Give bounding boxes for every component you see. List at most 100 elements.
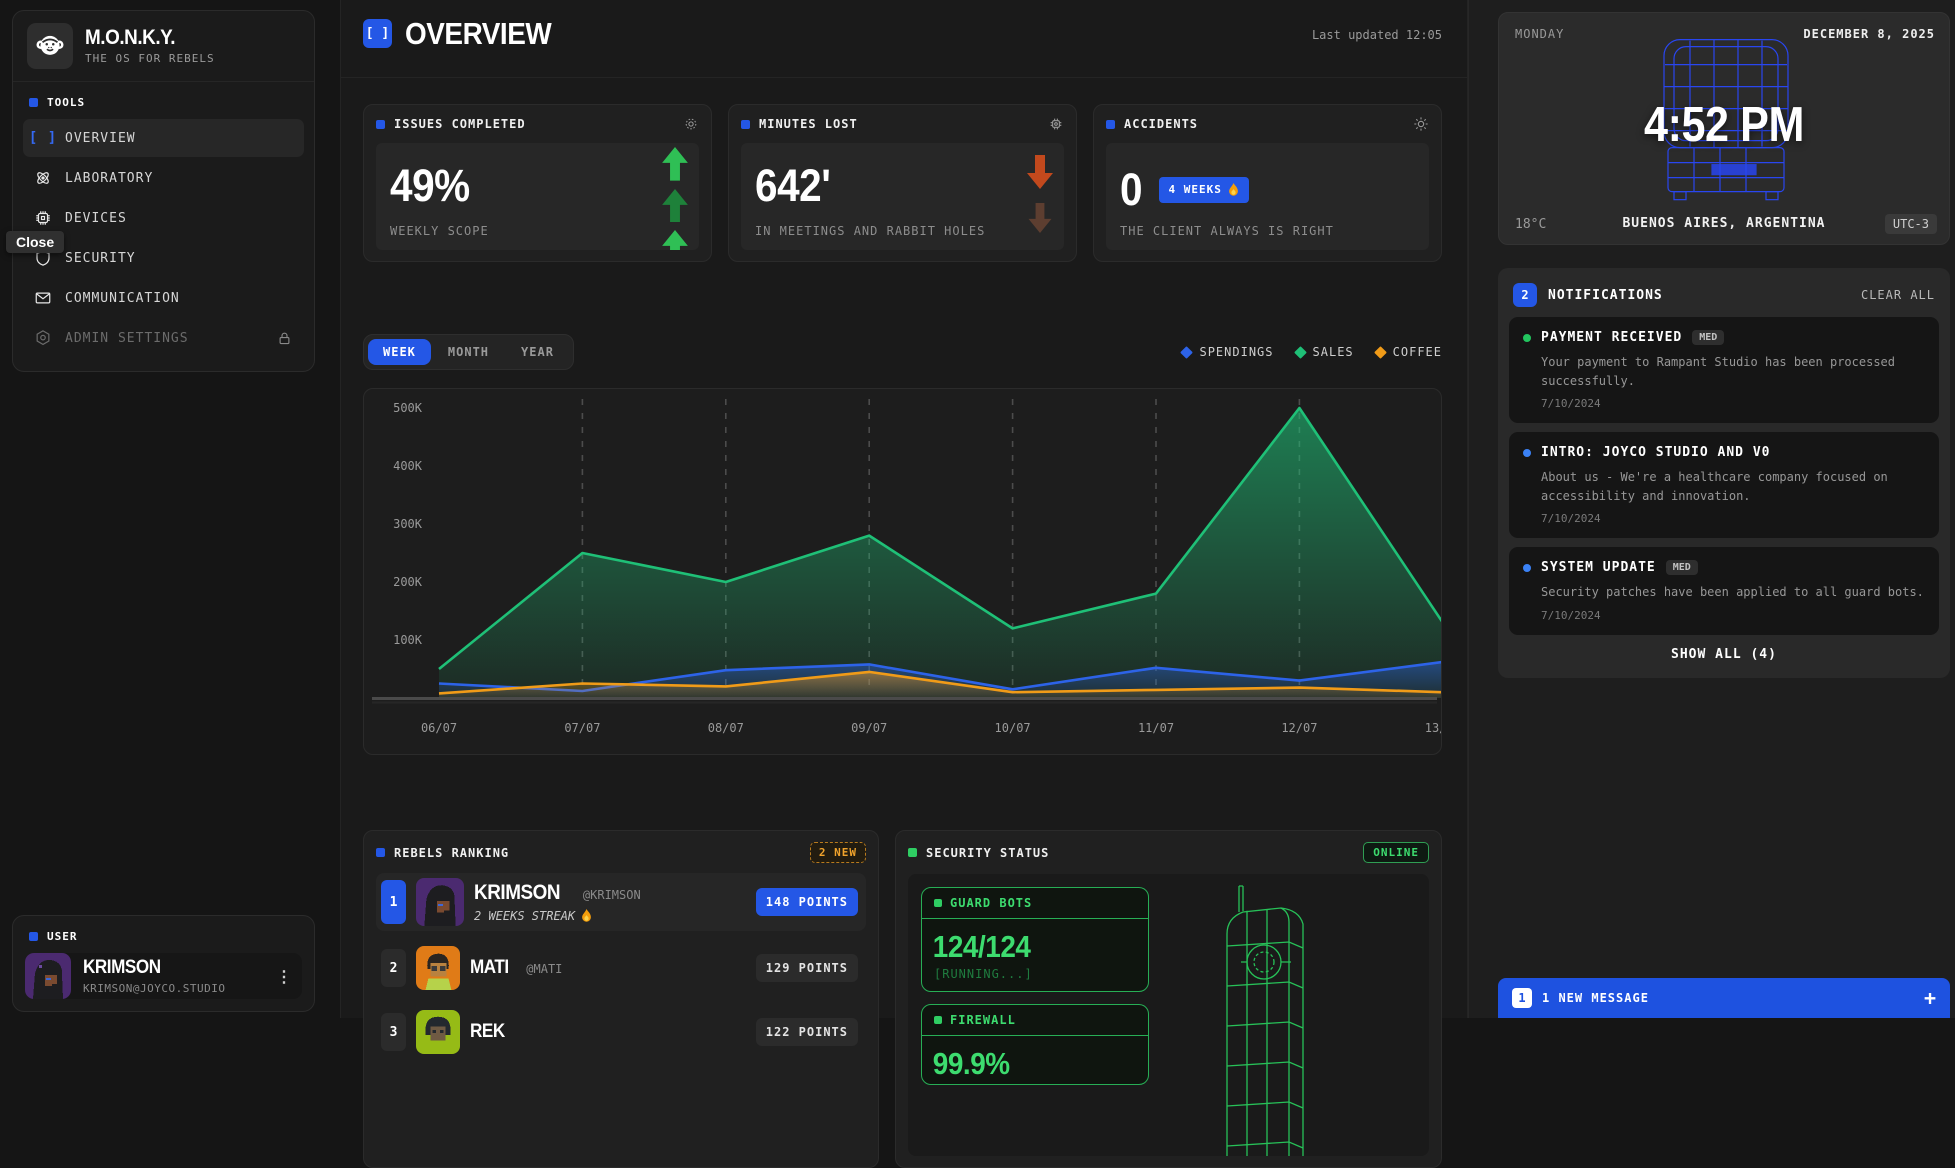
sidebar-item-overview[interactable]: [ ] OVERVIEW <box>23 119 304 157</box>
stat-caption: THE CLIENT ALWAYS IS RIGHT <box>1120 224 1334 238</box>
down-trend-arrows-icon <box>1026 155 1054 233</box>
ranking-row-1[interactable]: 1 KRIMSON @KRIMSON <box>376 873 866 931</box>
radio-wireframe <box>1624 34 1824 212</box>
stat-value: 0 <box>1120 164 1143 215</box>
green-square-icon <box>908 848 917 857</box>
svg-text:13/07: 13/07 <box>1425 721 1442 735</box>
rebel-name: REK <box>470 1021 505 1042</box>
svg-text:07/07: 07/07 <box>564 721 600 735</box>
points-badge: 122 POINTS <box>755 1018 858 1046</box>
points-badge: 129 POINTS <box>755 954 858 982</box>
blue-dot-icon <box>1523 448 1531 457</box>
new-message-bar[interactable]: 1 1 NEW MESSAGE + <box>1498 978 1950 1018</box>
right-sidebar: MONDAY DECEMBER 8, 2025 4:52 PM 18°C BUE… <box>1468 0 1955 1018</box>
points-badge: 148 POINTS <box>755 888 858 916</box>
user-name: KRIMSON <box>83 957 161 978</box>
tab-month[interactable]: MONTH <box>447 345 490 359</box>
notifications-title: NOTIFICATIONS <box>1548 287 1663 303</box>
clock-temperature: 18°C <box>1515 217 1547 232</box>
rebel-name: MATI <box>470 957 509 978</box>
rank-number: 1 <box>381 880 406 924</box>
user-section-label: USER <box>25 926 302 943</box>
period-tabs: WEEK MONTH YEAR <box>363 334 574 370</box>
user-card: USER KRIMSON KRIMSON@JOYCO.STUDIO ⋮ <box>12 915 315 1012</box>
sidebar-item-communication[interactable]: COMMUNICATION <box>23 279 304 317</box>
notification-date: 7/10/2024 <box>1541 608 1601 622</box>
notification-intro-joyco[interactable]: INTRO: JOYCO STUDIO AND V0 About us - We… <box>1509 432 1939 539</box>
plus-icon[interactable]: + <box>1923 986 1936 1010</box>
rebel-streak: 2 WEEKS STREAK <box>474 909 641 923</box>
tab-week[interactable]: WEEK <box>368 339 431 365</box>
firewall-box: FIREWALL 99.9% <box>921 1004 1149 1085</box>
hex-gear-icon <box>33 328 53 348</box>
panel-title: REBELS RANKING <box>394 845 510 860</box>
blue-square-icon <box>741 119 750 129</box>
ranking-row-2[interactable]: 2 MATI @MATI 129 POINTS <box>376 941 866 995</box>
user-menu-kebab-icon[interactable]: ⋮ <box>276 966 292 986</box>
online-badge: ONLINE <box>1363 842 1429 863</box>
svg-text:08/07: 08/07 <box>708 721 744 735</box>
notifications-panel: 2 NOTIFICATIONS CLEAR ALL PAYMENT RECEIV… <box>1498 268 1950 678</box>
sidebar-item-security[interactable]: SECURITY <box>23 239 304 277</box>
sidebar-item-admin-settings[interactable]: ADMIN SETTINGS <box>23 319 304 357</box>
notification-body: Security patches have been applied to al… <box>1541 585 1924 600</box>
up-trend-arrows-icon <box>661 147 689 250</box>
notification-payment-received[interactable]: PAYMENT RECEIVED MED Your payment to Ram… <box>1509 317 1939 424</box>
chip-icon <box>33 208 53 228</box>
orange-diamond-icon <box>1373 345 1387 359</box>
lock-icon <box>274 328 294 348</box>
rebel-handle: @MATI <box>526 962 563 976</box>
clock-location: BUENOS AIRES, ARGENTINA <box>1622 216 1826 231</box>
guard-bots-value: 124/124 <box>932 929 1031 964</box>
atom-icon <box>33 168 53 188</box>
stat-title: ACCIDENTS <box>1124 117 1199 131</box>
stat-caption: IN MEETINGS AND RABBIT HOLES <box>755 224 986 238</box>
notification-date: 7/10/2024 <box>1541 397 1601 411</box>
mati-avatar <box>416 946 460 990</box>
svg-text:12/07: 12/07 <box>1281 721 1317 735</box>
clear-all-button[interactable]: CLEAR ALL <box>1860 288 1935 302</box>
message-text: 1 NEW MESSAGE <box>1542 991 1649 1005</box>
chart-controls: WEEK MONTH YEAR SPENDINGS SALES COFFEE <box>363 332 1442 372</box>
main-content: [ ] OVERVIEW Last updated 12:05 ISSUES C… <box>340 0 1468 1168</box>
rebel-name: KRIMSON <box>474 881 561 904</box>
sidebar-item-devices[interactable]: DEVICES <box>23 199 304 237</box>
legend-spendings[interactable]: SPENDINGS <box>1180 345 1273 359</box>
priority-badge: MED <box>1692 330 1725 345</box>
notifications-count-badge: 2 <box>1513 283 1537 307</box>
svg-text:09/07: 09/07 <box>851 721 887 735</box>
stat-body: 0 4 WEEKS THE CLIENT ALWAYS IS RIGHT <box>1106 143 1429 250</box>
stat-card-minutes-lost: MINUTES LOST 642' IN MEETINGS AND RABBIT… <box>728 104 1077 262</box>
notification-system-update[interactable]: SYSTEM UPDATE MED Security patches have … <box>1509 547 1939 635</box>
tab-year[interactable]: YEAR <box>521 345 554 359</box>
rank-number: 3 <box>381 1013 406 1051</box>
user-email: KRIMSON@JOYCO.STUDIO <box>83 982 226 995</box>
chip-settings-icon[interactable] <box>1048 116 1064 132</box>
spendings-sales-coffee-line-chart[interactable]: 500K 400K 300K 200K 100K 06/07 07/07 08/07 09/07… <box>364 389 1442 755</box>
legend-coffee[interactable]: COFFEE <box>1373 345 1442 359</box>
svg-text:200K: 200K <box>393 575 423 589</box>
stat-body: 642' IN MEETINGS AND RABBIT HOLES <box>741 143 1064 250</box>
blue-square-icon <box>29 932 38 941</box>
stat-title: MINUTES LOST <box>759 117 858 131</box>
rank-number: 2 <box>381 949 406 987</box>
four-weeks-badge: 4 WEEKS <box>1158 176 1249 203</box>
green-square-icon <box>934 1016 942 1024</box>
krimson-avatar <box>25 953 71 999</box>
sun-gear-icon[interactable] <box>1413 116 1429 132</box>
sales-chart-card: 500K 400K 300K 200K 100K 06/07 07/07 08/07 09/07… <box>363 388 1442 755</box>
sidebar-item-laboratory[interactable]: LABORATORY <box>23 159 304 197</box>
legend-sales[interactable]: SALES <box>1293 345 1354 359</box>
svg-text:06/07: 06/07 <box>421 721 457 735</box>
flame-icon <box>1229 182 1238 196</box>
notification-date: 7/10/2024 <box>1541 512 1601 526</box>
show-all-button[interactable]: SHOW ALL (4) <box>1671 646 1777 662</box>
message-count-badge: 1 <box>1512 988 1532 1008</box>
chart-legend: SPENDINGS SALES COFFEE <box>1180 345 1442 359</box>
app-logo: M.O.N.K.Y. THE OS FOR REBELS <box>13 11 314 82</box>
app-title: M.O.N.K.Y. <box>85 26 176 49</box>
ranking-row-3[interactable]: 3 REK 122 POINTS <box>376 1005 866 1059</box>
stat-title: ISSUES COMPLETED <box>394 117 526 131</box>
gear-icon[interactable] <box>683 116 699 132</box>
panel-title: SECURITY STATUS <box>926 845 1050 860</box>
